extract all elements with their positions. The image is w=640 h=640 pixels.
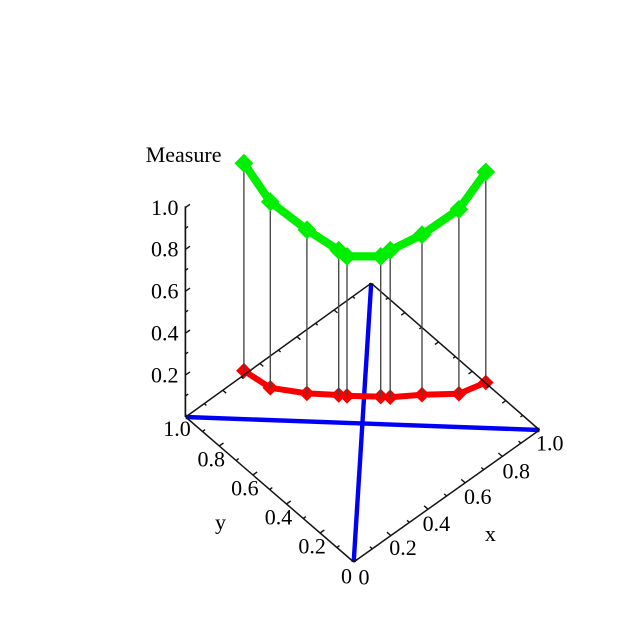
- svg-text:x: x: [485, 521, 496, 546]
- svg-text:y: y: [215, 510, 226, 535]
- svg-text:0.2: 0.2: [389, 535, 417, 560]
- svg-text:0: 0: [341, 564, 352, 589]
- svg-text:Measure: Measure: [146, 142, 222, 167]
- svg-text:0.8: 0.8: [503, 459, 531, 484]
- svg-text:1.0: 1.0: [163, 416, 191, 441]
- svg-text:1.0: 1.0: [151, 195, 179, 220]
- svg-text:1.0: 1.0: [536, 431, 564, 456]
- svg-text:0.8: 0.8: [151, 237, 179, 262]
- svg-text:0.2: 0.2: [298, 533, 326, 558]
- svg-text:0.6: 0.6: [464, 484, 492, 509]
- svg-text:0.4: 0.4: [423, 511, 451, 536]
- svg-text:0.8: 0.8: [198, 446, 226, 471]
- svg-text:0.2: 0.2: [151, 362, 179, 387]
- svg-text:0.4: 0.4: [151, 321, 179, 346]
- svg-text:0.6: 0.6: [231, 475, 259, 500]
- svg-text:0.4: 0.4: [265, 504, 293, 529]
- svg-text:0: 0: [359, 565, 370, 590]
- svg-text:0.6: 0.6: [151, 279, 179, 304]
